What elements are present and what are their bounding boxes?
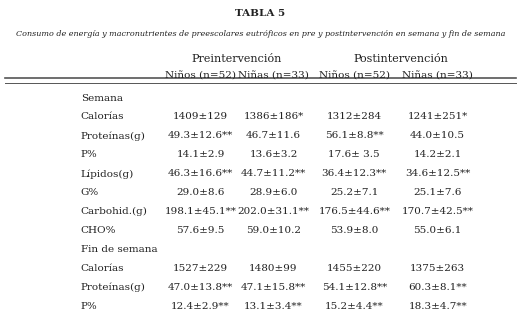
Text: 29.0±8.6: 29.0±8.6: [177, 188, 225, 197]
Text: 1455±220: 1455±220: [327, 264, 382, 273]
Text: G%: G%: [81, 188, 99, 197]
Text: 54.1±12.8**: 54.1±12.8**: [321, 283, 387, 292]
Text: 28.9±6.0: 28.9±6.0: [250, 188, 297, 197]
Text: 1386±186*: 1386±186*: [243, 112, 304, 121]
Text: Proteínas(g): Proteínas(g): [81, 283, 146, 292]
Text: 46.7±11.6: 46.7±11.6: [246, 131, 301, 140]
Text: 46.3±16.6**: 46.3±16.6**: [168, 169, 233, 178]
Text: TABLA 5: TABLA 5: [235, 9, 286, 18]
Text: Proteínas(g): Proteínas(g): [81, 131, 146, 141]
Text: 12.4±2.9**: 12.4±2.9**: [171, 301, 230, 311]
Text: 176.5±44.6**: 176.5±44.6**: [318, 207, 390, 216]
Text: Fin de semana: Fin de semana: [81, 245, 157, 254]
Text: 1312±284: 1312±284: [327, 112, 382, 121]
Text: Niñas (n=33): Niñas (n=33): [238, 72, 309, 81]
Text: 13.1±3.4**: 13.1±3.4**: [244, 301, 303, 311]
Text: 44.0±10.5: 44.0±10.5: [410, 131, 465, 140]
Text: Carbohid.(g): Carbohid.(g): [81, 207, 147, 216]
Text: 47.0±13.8**: 47.0±13.8**: [168, 283, 233, 292]
Text: 1480±99: 1480±99: [249, 264, 298, 273]
Text: P%: P%: [81, 301, 97, 311]
Text: Postintervención: Postintervención: [354, 54, 449, 64]
Text: Niños (n=52): Niños (n=52): [319, 72, 390, 81]
Text: 44.7±11.2**: 44.7±11.2**: [241, 169, 306, 178]
Text: 1409±129: 1409±129: [173, 112, 228, 121]
Text: 25.1±7.6: 25.1±7.6: [414, 188, 462, 197]
Text: 57.6±9.5: 57.6±9.5: [177, 226, 225, 235]
Text: P%: P%: [81, 150, 97, 159]
Text: 47.1±15.8**: 47.1±15.8**: [241, 283, 306, 292]
Text: 15.2±4.4**: 15.2±4.4**: [325, 301, 383, 311]
Text: Niños (n=52): Niños (n=52): [165, 72, 236, 81]
Text: 25.2±7.1: 25.2±7.1: [330, 188, 378, 197]
Text: 1375±263: 1375±263: [410, 264, 465, 273]
Text: Semana: Semana: [81, 94, 123, 102]
Text: Calorías: Calorías: [81, 264, 124, 273]
Text: 14.2±2.1: 14.2±2.1: [414, 150, 462, 159]
Text: 202.0±31.1**: 202.0±31.1**: [238, 207, 309, 216]
Text: 170.7±42.5**: 170.7±42.5**: [402, 207, 474, 216]
Text: CHO%: CHO%: [81, 226, 116, 235]
Text: 60.3±8.1**: 60.3±8.1**: [408, 283, 467, 292]
Text: 53.9±8.0: 53.9±8.0: [330, 226, 378, 235]
Text: 198.1±45.1**: 198.1±45.1**: [165, 207, 237, 216]
Text: 18.3±4.7**: 18.3±4.7**: [408, 301, 467, 311]
Text: Niñas (n=33): Niñas (n=33): [402, 72, 473, 81]
Text: 17.6± 3.5: 17.6± 3.5: [328, 150, 380, 159]
Text: Calorías: Calorías: [81, 112, 124, 121]
Text: 14.1±2.9: 14.1±2.9: [177, 150, 225, 159]
Text: Preintervención: Preintervención: [192, 54, 282, 64]
Text: 36.4±12.3**: 36.4±12.3**: [321, 169, 387, 178]
Text: 13.6±3.2: 13.6±3.2: [250, 150, 297, 159]
Text: 55.0±6.1: 55.0±6.1: [414, 226, 462, 235]
Text: Consumo de energía y macronutrientes de preescolares eutróficos en pre y postint: Consumo de energía y macronutrientes de …: [16, 30, 505, 38]
Text: 56.1±8.8**: 56.1±8.8**: [325, 131, 383, 140]
Text: 1241±251*: 1241±251*: [407, 112, 468, 121]
Text: 59.0±10.2: 59.0±10.2: [246, 226, 301, 235]
Text: 1527±229: 1527±229: [173, 264, 228, 273]
Text: Lípidos(g): Lípidos(g): [81, 169, 134, 179]
Text: 49.3±12.6**: 49.3±12.6**: [168, 131, 233, 140]
Text: 34.6±12.5**: 34.6±12.5**: [405, 169, 470, 178]
